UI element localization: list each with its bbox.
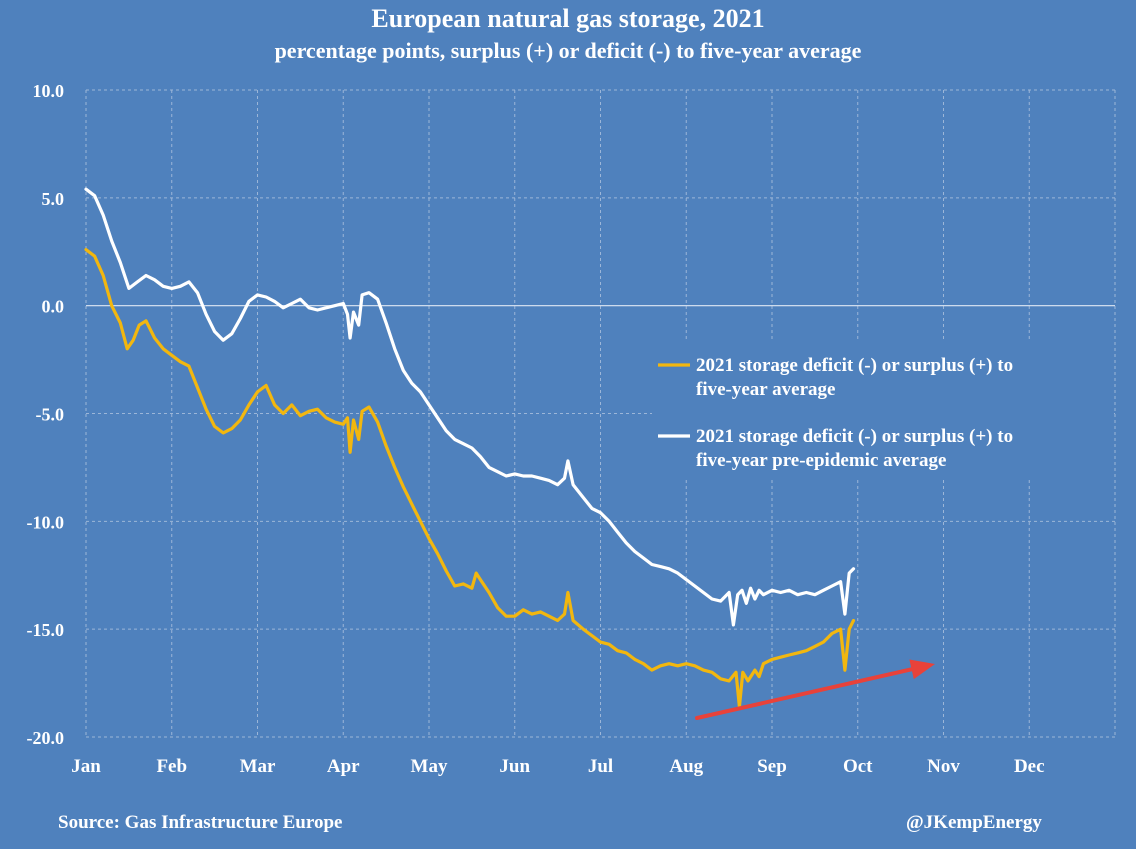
series-line-2	[84, 187, 856, 627]
y-tick-label: -5.0	[36, 405, 65, 425]
chart-title: European natural gas storage, 2021	[371, 4, 765, 33]
x-tick-label: Jan	[71, 756, 101, 777]
trend-arrow-layer	[695, 659, 935, 720]
x-tick-label: Apr	[327, 756, 360, 777]
y-tick-label: 5.0	[42, 189, 65, 209]
trend-arrow-shaft	[695, 665, 920, 720]
x-tick-label: Nov	[927, 756, 960, 777]
x-tick-label: Feb	[156, 756, 187, 777]
source-note: Source: Gas Infrastructure Europe	[58, 812, 343, 833]
y-tick-label: 0.0	[42, 297, 65, 317]
chart-subtitle: percentage points, surplus (+) or defici…	[274, 38, 862, 63]
x-tick-label: May	[411, 756, 448, 777]
author-credit: @JKempEnergy	[906, 812, 1042, 833]
x-tick-label: Sep	[757, 756, 787, 777]
x-tick-labels: Jan Feb Mar Apr May Jun Jul Aug Sep Oct Nov Dec	[71, 756, 1044, 777]
x-tick-label: Aug	[669, 756, 703, 777]
legend-label-1: 2021 storage deficit (-) or surplus (+) …	[696, 355, 1013, 400]
y-tick-label: -10.0	[27, 512, 65, 532]
x-tick-label: Mar	[240, 756, 276, 777]
y-tick-label: -20.0	[27, 728, 65, 748]
series-line-1	[84, 248, 856, 709]
y-tick-label: 10.0	[33, 81, 65, 101]
legend-label-2: 2021 storage deficit (-) or surplus (+) …	[696, 426, 1013, 471]
series-layer	[84, 187, 856, 709]
legend: 2021 storage deficit (-) or surplus (+) …	[652, 342, 1114, 480]
legend-background	[652, 342, 1114, 480]
x-tick-label: Jun	[499, 756, 530, 777]
trend-arrow-head	[909, 659, 935, 680]
y-tick-label: -15.0	[27, 620, 65, 640]
x-tick-label: Jul	[588, 756, 613, 777]
x-tick-label: Dec	[1014, 756, 1045, 777]
y-tick-labels: 10.0 5.0 0.0 -5.0 -10.0 -15.0 -20.0	[27, 81, 65, 748]
x-tick-label: Oct	[843, 756, 873, 777]
